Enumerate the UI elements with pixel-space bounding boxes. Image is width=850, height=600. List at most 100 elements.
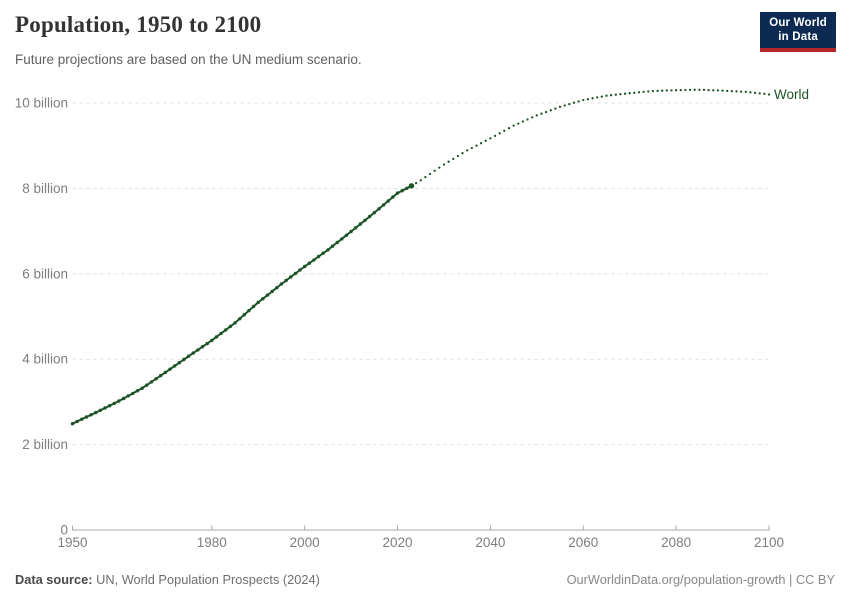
- world-projection-dot: [753, 91, 757, 95]
- data-source-note: Data source: UN, World Population Prospe…: [15, 572, 320, 587]
- world-historical-dot: [224, 328, 228, 332]
- world-projection-dot: [582, 98, 585, 102]
- world-projection-dot: [424, 175, 427, 179]
- world-historical-dot: [75, 419, 79, 424]
- world-historical-dot: [238, 317, 242, 321]
- world-projection-dot: [517, 122, 520, 125]
- world-historical-dot: [242, 313, 246, 317]
- x-tick-label: 2000: [290, 535, 320, 550]
- world-historical-dot: [321, 251, 325, 255]
- y-tick-label: 10 billion: [15, 96, 68, 111]
- world-projection-dot: [721, 89, 724, 92]
- world-projection-dot: [531, 116, 534, 119]
- data-source-label: Data source:: [15, 572, 93, 587]
- y-tick-label: 4 billion: [22, 352, 68, 367]
- world-projection-dot: [614, 93, 617, 96]
- world-historical-dot: [395, 191, 400, 195]
- world-historical-dot: [279, 282, 284, 286]
- world-projection-dot: [489, 137, 492, 140]
- world-historical-dot: [363, 218, 367, 222]
- world-historical-dot: [358, 222, 363, 226]
- world-historical-dot: [135, 389, 140, 393]
- world-historical-dot: [312, 258, 316, 262]
- world-projection-dot: [540, 112, 543, 115]
- owid-logo-line2: in Data: [778, 30, 818, 43]
- world-projection-dot: [661, 89, 664, 92]
- x-tick-label: 2060: [568, 535, 598, 550]
- world-historical-dot: [368, 214, 372, 219]
- world-historical-dot: [391, 195, 395, 199]
- world-historical-dot: [117, 399, 121, 403]
- world-projection-dot: [651, 89, 655, 93]
- world-historical-dot: [205, 341, 209, 346]
- world-projection-dot: [568, 102, 571, 106]
- world-projection-dot: [479, 142, 483, 145]
- world-historical-dot: [98, 408, 103, 412]
- world-historical-dot: [94, 410, 98, 415]
- world-historical-dot: [405, 186, 409, 190]
- world-projection-dot: [712, 89, 715, 92]
- world-projection-dot: [572, 101, 576, 104]
- world-projection-dot: [438, 166, 441, 169]
- world-projection-dot: [456, 154, 460, 158]
- world-historical-dot: [154, 377, 158, 381]
- world-projection-dot: [498, 132, 501, 135]
- world-series-label: World: [774, 87, 809, 102]
- world-historical-dot: [145, 383, 149, 387]
- world-latest-value-dot: [408, 183, 415, 189]
- world-projection-dot: [749, 91, 752, 94]
- world-projection-dot: [693, 88, 696, 91]
- world-projection-dot: [470, 146, 473, 150]
- world-historical-dot: [219, 331, 223, 336]
- world-projection-dot: [563, 104, 566, 107]
- world-historical-dot: [182, 357, 186, 362]
- world-projection-dot: [739, 90, 743, 93]
- world-projection-dot: [758, 92, 761, 95]
- world-historical-dot: [251, 304, 256, 309]
- world-historical-dot: [330, 244, 335, 248]
- y-tick-label: 0: [60, 523, 68, 538]
- world-historical-dot: [284, 278, 288, 283]
- world-historical-dot: [307, 261, 311, 265]
- world-projection-dot: [702, 88, 706, 92]
- world-historical-dot: [386, 199, 390, 203]
- data-source-text: UN, World Population Prospects (2024): [96, 572, 320, 587]
- page-title: Population, 1950 to 2100: [15, 12, 262, 37]
- world-projection-dot: [549, 109, 552, 112]
- world-projection-dot: [521, 120, 525, 123]
- world-projection-dot: [679, 88, 682, 92]
- x-tick-label: 1980: [197, 535, 227, 550]
- world-historical-dot: [107, 404, 112, 408]
- world-projection-dot: [684, 88, 687, 92]
- world-historical-dot: [210, 338, 214, 343]
- world-projection-dot: [428, 172, 432, 176]
- world-projection-dot: [475, 144, 478, 147]
- world-historical-dot: [256, 300, 260, 305]
- y-tick-label: 8 billion: [22, 181, 68, 196]
- world-historical-line: [72, 184, 412, 425]
- world-historical-dot: [344, 233, 349, 237]
- world-projection-dot: [554, 107, 557, 110]
- world-historical-dot: [335, 240, 339, 245]
- world-historical-dot: [191, 351, 195, 355]
- world-historical-dot: [354, 226, 358, 230]
- world-historical-dot: [121, 396, 126, 401]
- world-projection-dot: [512, 124, 515, 127]
- world-projection-dot: [623, 92, 627, 95]
- world-projection-dot: [433, 169, 436, 172]
- owid-logo[interactable]: Our World in Data: [760, 12, 836, 52]
- x-tick-label: 1950: [57, 535, 87, 550]
- license-credit: OurWorldinData.org/population-growth | C…: [566, 572, 835, 587]
- world-projection-dot: [633, 91, 636, 94]
- world-historical-dot: [70, 422, 75, 426]
- world-projection-dot: [735, 90, 738, 93]
- world-historical-dot: [140, 386, 144, 390]
- world-projection-dot: [744, 90, 747, 94]
- x-tick-label: 2100: [754, 535, 784, 550]
- world-historical-dot: [200, 345, 205, 349]
- world-historical-dot: [131, 391, 135, 396]
- world-historical-dot: [173, 364, 177, 368]
- world-historical-dot: [261, 297, 265, 301]
- world-projection-dot: [414, 181, 418, 185]
